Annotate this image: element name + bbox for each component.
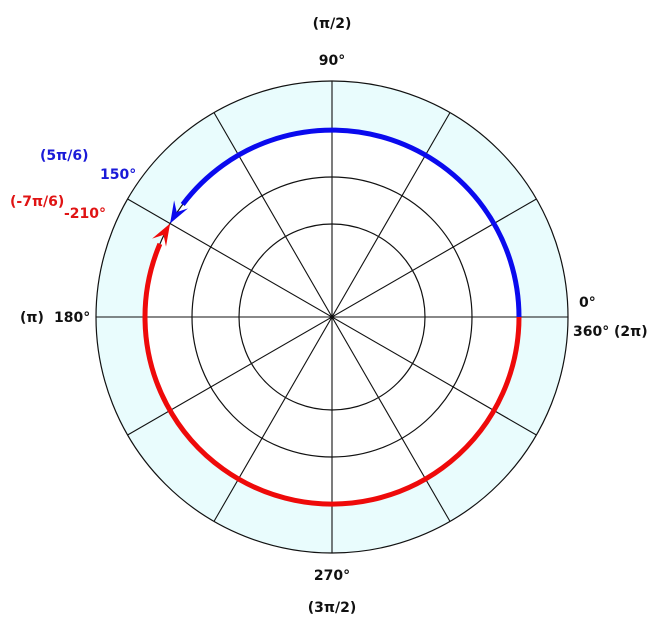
right-360-label: 360° [573,324,609,340]
radial-line-150 [127,198,537,436]
positive-rotation-arc [180,127,522,318]
top-radian-label: (π/2) [313,16,352,32]
arrowhead-icon [152,223,171,247]
positive-radian-label: (5π/6) [40,148,88,164]
arrowhead-icon [170,200,188,224]
positive-degree-label: 150° [100,167,136,183]
bottom-radian-label: (3π/2) [308,600,356,616]
left-degree-label: 180° [54,310,90,326]
negative-radian-label: (-7π/6) [10,194,64,210]
right-radian-label: (2π) [614,324,648,340]
bottom-degree-label: 270° [314,568,350,584]
negative-degree-label: -210° [64,206,106,222]
negative-rotation-arc [142,242,522,507]
grid-circle-outer [95,80,569,554]
right-zero-label: 0° [579,295,596,311]
grid-circle-1 [238,223,426,411]
radial-lines [96,81,568,553]
grid-circle-2 [191,176,473,458]
top-degree-label: 90° [319,53,345,69]
left-radian-label: (π) [20,310,44,326]
